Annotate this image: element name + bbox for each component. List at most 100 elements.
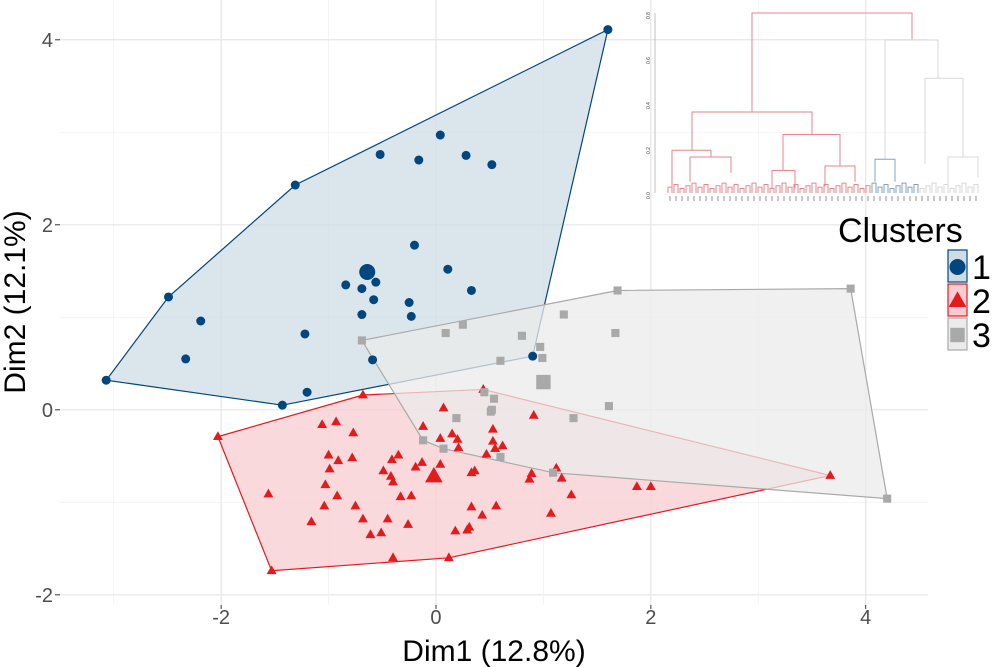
point-cluster-3	[496, 452, 505, 462]
point-cluster-2	[477, 509, 488, 519]
y-axis-label: Dim2 (12.1%)	[0, 210, 32, 393]
point-cluster-2	[388, 476, 398, 486]
point-cluster-3	[487, 405, 496, 414]
dendrogram-link	[924, 77, 964, 164]
dendrogram-inset: 0.0 0.2 0.4 0.6 0.8	[646, 12, 979, 201]
point-cluster-2	[320, 479, 331, 489]
point-cluster-1	[164, 292, 173, 302]
point-cluster-2	[357, 389, 368, 399]
point-cluster-2	[347, 452, 358, 462]
point-cluster-2	[319, 500, 330, 510]
dendrogram-link	[685, 185, 691, 193]
point-cluster-1	[410, 240, 420, 250]
point-cluster-3	[517, 331, 526, 340]
dendrogram-tick-label: 0.6	[646, 57, 652, 64]
point-cluster-1	[277, 400, 287, 410]
x-tick-label: 4	[860, 607, 871, 629]
dendrogram-link	[931, 182, 937, 193]
legend: Clusters 123	[838, 212, 991, 355]
dendrogram-link	[895, 185, 901, 193]
legend-symbol-3	[950, 327, 965, 343]
point-cluster-2	[417, 457, 427, 466]
point-cluster-2	[469, 465, 480, 475]
point-cluster-1	[461, 150, 471, 160]
point-cluster-3	[846, 284, 855, 293]
x-tick-label: 0	[430, 607, 441, 629]
point-cluster-2	[365, 529, 376, 539]
point-cluster-1	[341, 280, 351, 290]
dendrogram-link	[949, 188, 955, 193]
point-cluster-3	[441, 328, 450, 338]
dendrogram-link	[679, 188, 685, 193]
point-cluster-3	[536, 342, 545, 351]
dendrogram-link	[947, 156, 979, 187]
centroid-cluster-3	[536, 374, 551, 390]
point-cluster-2	[443, 552, 454, 562]
point-cluster-2	[306, 516, 317, 526]
point-cluster-2	[406, 490, 417, 500]
point-cluster-2	[357, 513, 368, 523]
point-cluster-2	[266, 565, 277, 575]
y-tick-label: -2	[35, 585, 53, 607]
point-cluster-2	[332, 490, 343, 500]
point-cluster-2	[317, 419, 328, 428]
dendrogram-link	[889, 188, 895, 193]
legend-label: 1	[972, 249, 991, 287]
dendrogram-link	[865, 185, 871, 193]
dendrogram-link	[967, 186, 973, 193]
cluster-points	[101, 25, 892, 575]
dendrogram-link	[811, 182, 817, 193]
point-cluster-2	[645, 481, 656, 490]
point-cluster-1	[487, 160, 497, 170]
dendrogram-link	[703, 183, 709, 193]
point-cluster-1	[466, 285, 476, 295]
dendrogram-tick-label: 0.0	[646, 192, 652, 199]
point-cluster-2	[323, 449, 334, 459]
point-cluster-2	[545, 508, 556, 517]
point-cluster-1	[302, 387, 312, 397]
dendrogram-link	[787, 186, 793, 193]
dendrogram-link	[697, 186, 703, 193]
dendrogram-link	[782, 134, 841, 171]
point-cluster-2	[435, 433, 446, 442]
dendrogram-link	[913, 183, 919, 193]
point-cluster-1	[101, 375, 111, 385]
centroid-cluster-2	[425, 466, 443, 483]
point-cluster-3	[883, 494, 892, 503]
dendrogram-link	[919, 188, 925, 193]
point-cluster-3	[559, 310, 568, 319]
dendrogram-link	[673, 183, 679, 193]
point-cluster-2	[410, 461, 421, 471]
dendrogram-link	[671, 149, 712, 189]
x-tick-label: 2	[645, 607, 656, 629]
cluster-hulls	[105, 28, 888, 572]
point-cluster-2	[447, 428, 458, 438]
dendrogram-link	[805, 185, 811, 193]
point-cluster-3	[613, 286, 622, 295]
y-tick-label: 4	[42, 30, 53, 52]
point-cluster-2	[497, 440, 508, 450]
point-cluster-3	[549, 468, 558, 477]
dendrogram-link	[799, 188, 805, 193]
point-cluster-2	[524, 473, 535, 483]
dendrogram-tick-label: 0.2	[646, 147, 652, 154]
dendrogram-link	[925, 185, 931, 193]
point-cluster-3	[452, 414, 461, 423]
dendrogram-link	[829, 188, 835, 193]
point-cluster-3	[489, 394, 499, 403]
point-cluster-3	[569, 414, 578, 423]
point-cluster-2	[453, 442, 464, 452]
point-cluster-3	[419, 436, 428, 445]
dendrogram-link	[751, 12, 913, 112]
point-cluster-2	[491, 500, 502, 510]
point-cluster-2	[212, 431, 223, 441]
dendrogram-link	[874, 158, 896, 182]
legend-label: 2	[972, 283, 991, 321]
point-cluster-3	[458, 320, 467, 329]
point-cluster-2	[386, 454, 397, 464]
x-axis-label: Dim1 (12.8%)	[402, 635, 585, 667]
dendrogram-link	[775, 185, 781, 193]
dendrogram-link	[689, 156, 732, 182]
point-cluster-3	[357, 336, 366, 345]
point-cluster-2	[395, 491, 406, 501]
